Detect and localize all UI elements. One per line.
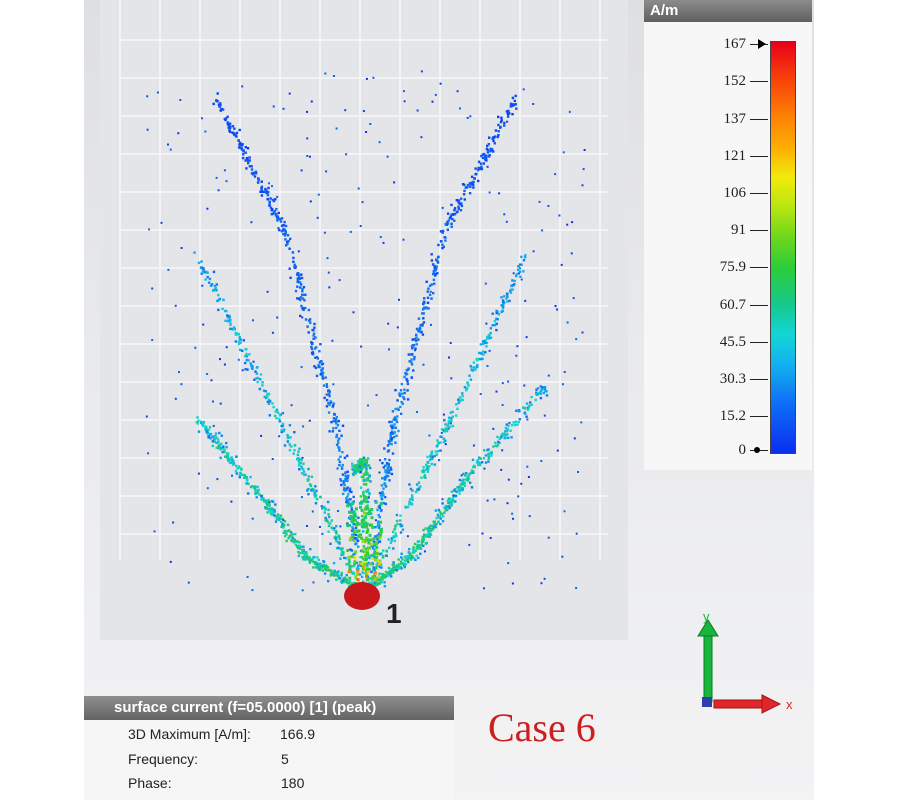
min-pointer-icon bbox=[754, 447, 760, 453]
tick-mark bbox=[750, 193, 768, 194]
tick-label: 91 bbox=[731, 222, 746, 238]
tick-label: 75.9 bbox=[719, 259, 746, 275]
info-value-phase: 180 bbox=[281, 775, 305, 791]
substrate bbox=[100, 0, 628, 640]
tick-mark bbox=[750, 305, 768, 306]
tick-label: 60.7 bbox=[719, 297, 746, 313]
info-label-phase: Phase: bbox=[128, 775, 172, 791]
z-axis-icon bbox=[702, 697, 712, 707]
tick-label: 167 bbox=[723, 36, 747, 52]
tick-mark bbox=[750, 379, 768, 380]
port-feed-icon bbox=[344, 582, 380, 610]
x-axis-label: x bbox=[786, 697, 793, 712]
y-axis-arrow-icon bbox=[697, 619, 719, 703]
tick-mark bbox=[750, 230, 768, 231]
info-label-frequency: Frequency: bbox=[128, 751, 199, 767]
tick-mark bbox=[750, 342, 768, 343]
current-plot bbox=[100, 0, 628, 640]
tick-label: 121 bbox=[723, 148, 747, 164]
colorbar bbox=[770, 41, 796, 454]
info-panel-title: surface current (f=05.0000) [1] (peak) bbox=[84, 696, 454, 720]
info-value-maximum: 166.9 bbox=[280, 726, 316, 742]
tick-mark bbox=[750, 119, 768, 120]
port-number: 1 bbox=[386, 598, 402, 629]
tick-label: 45.5 bbox=[719, 334, 746, 350]
tick-label: 30.3 bbox=[719, 371, 746, 387]
info-label-maximum: 3D Maximum [A/m]: bbox=[128, 726, 251, 742]
tick-label: 106 bbox=[723, 185, 747, 201]
tick-mark bbox=[750, 156, 768, 157]
axis-triad[interactable] bbox=[690, 608, 800, 718]
tick-mark bbox=[750, 416, 768, 417]
max-pointer-icon bbox=[758, 39, 766, 49]
info-value-frequency: 5 bbox=[281, 751, 289, 767]
current-particles bbox=[145, 70, 586, 592]
legend-unit: A/m bbox=[644, 0, 812, 22]
tick-label: 137 bbox=[723, 111, 747, 127]
info-panel: surface current (f=05.0000) [1] (peak) 3… bbox=[84, 696, 454, 800]
case-label: Case 6 bbox=[488, 705, 596, 750]
tick-label: 152 bbox=[723, 73, 747, 89]
tick-mark bbox=[750, 81, 768, 82]
tick-mark bbox=[750, 267, 768, 268]
tick-label: 15.2 bbox=[719, 408, 746, 424]
y-axis-label: y bbox=[703, 609, 710, 624]
tick-label: 0 bbox=[738, 442, 747, 458]
x-axis-arrow-icon bbox=[713, 694, 782, 714]
